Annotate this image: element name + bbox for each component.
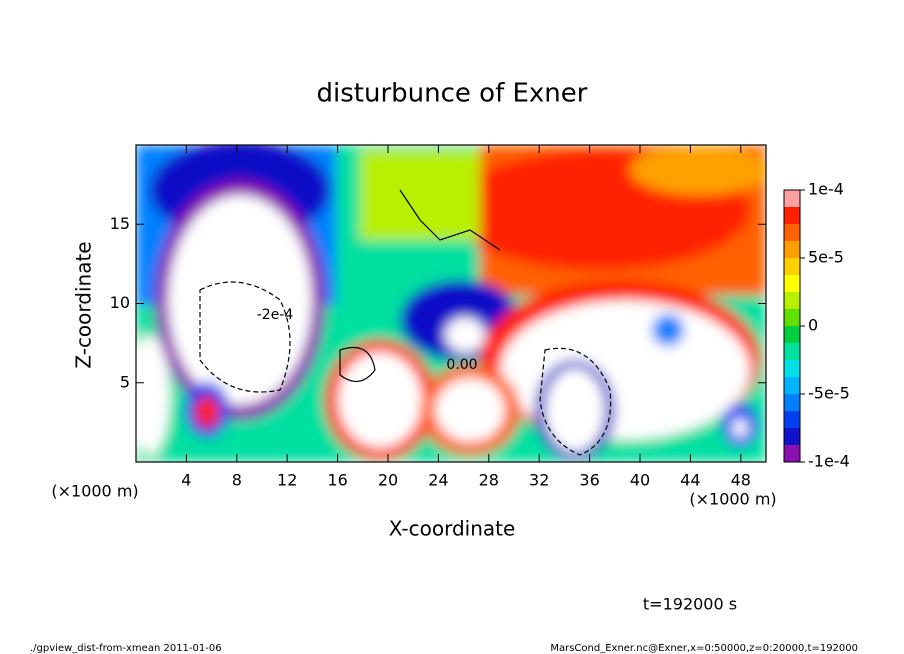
colorbar-band [784, 343, 800, 360]
x-tick-label: 32 [529, 471, 549, 490]
x-tick-label: 24 [428, 471, 448, 490]
contour-lines [199, 189, 612, 456]
footer-right: MarsCond_Exner.nc@Exner,x=0:50000,z=0:20… [550, 643, 858, 654]
colorbar-tick-label: -1e-4 [808, 452, 850, 471]
x-tick-label: 44 [680, 471, 700, 490]
colorbar-tick-label: -5e-5 [808, 384, 850, 403]
colorbar-band [784, 275, 800, 292]
y-tick-label: 10 [110, 293, 130, 312]
contour-label: 0.00 [446, 357, 477, 373]
colorbar-tick-label: 0 [808, 316, 818, 335]
colorbar-band [784, 190, 800, 207]
colorbar-band [784, 258, 800, 275]
x-unit-label: (×1000 m) [689, 490, 776, 509]
colorbar-band [784, 360, 800, 377]
colorbar-tick-label: 5e-5 [808, 248, 844, 267]
x-unit-label: (×1000 m) [51, 482, 138, 501]
colorbar-band [784, 241, 800, 258]
colorbar-band [784, 394, 800, 411]
colorbar-band [784, 292, 800, 309]
x-tick-label: 40 [630, 471, 650, 490]
colorbar-band [784, 224, 800, 241]
y-tick-label: 15 [110, 214, 130, 233]
x-tick-label: 28 [479, 471, 499, 490]
colorbar-band [784, 377, 800, 394]
footer-left: ./gpview_dist-from-xmean 2011-01-06 [30, 643, 222, 654]
colorbar-band [784, 207, 800, 224]
colorbar-band [784, 326, 800, 343]
x-tick-label: 16 [327, 471, 347, 490]
contour-field [136, 145, 766, 462]
chart-title: disturbunce of Exner [317, 79, 588, 109]
colorbar-tick-label: 1e-4 [808, 180, 844, 199]
contour-label: -2e-4 [257, 307, 294, 323]
x-tick-label: 12 [277, 471, 297, 490]
x-tick-label: 4 [181, 471, 191, 490]
colorbar-band [784, 411, 800, 428]
time-label: t=192000 s [643, 595, 737, 614]
colorbar-band [784, 445, 800, 462]
colorbar-band [784, 428, 800, 445]
x-tick-label: 48 [731, 471, 751, 490]
x-axis-label: X-coordinate [389, 517, 516, 541]
x-tick-label: 36 [579, 471, 599, 490]
y-axis-label: Z-coordinate [72, 241, 96, 368]
x-tick-label: 8 [232, 471, 242, 490]
colorbar-band [784, 309, 800, 326]
x-tick-label: 20 [378, 471, 398, 490]
y-tick-label: 5 [120, 372, 130, 391]
